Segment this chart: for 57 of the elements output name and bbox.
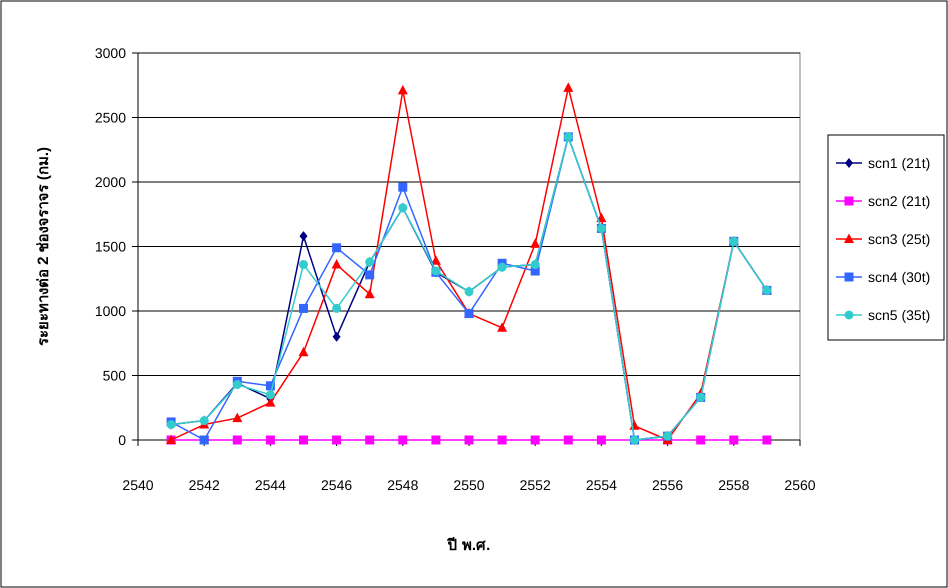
point: [299, 260, 308, 270]
point: [298, 346, 308, 356]
point: [464, 436, 474, 444]
y-tick-label: 0: [118, 432, 126, 448]
point: [364, 288, 375, 298]
point: [365, 270, 374, 280]
point: [266, 390, 275, 400]
legend-label: scn4 (30t): [868, 269, 930, 285]
x-tick-label: 2556: [652, 477, 684, 493]
y-tick-label: 3000: [94, 45, 126, 61]
point: [332, 436, 342, 444]
point: [299, 436, 308, 444]
y-axis-title: ระยะทางต่อ 2 ช่องจราจร (กม.): [35, 146, 52, 346]
y-tick-label: 2000: [94, 174, 126, 190]
point: [497, 322, 508, 332]
x-tick-label: 2548: [387, 477, 419, 493]
point: [498, 436, 507, 444]
point: [300, 231, 308, 242]
x-tick-label: 2544: [254, 477, 286, 493]
point: [563, 82, 574, 92]
y-tick-label: 2500: [94, 110, 126, 126]
legend-label: scn3 (25t): [868, 231, 930, 247]
point: [266, 436, 275, 444]
point: [530, 238, 540, 248]
x-tick-label: 2552: [520, 477, 551, 493]
x-tick-label: 2542: [188, 477, 220, 493]
point: [398, 436, 408, 444]
x-tick-label: 2546: [321, 477, 352, 493]
point: [431, 436, 440, 444]
point: [332, 259, 342, 269]
legend-label: scn5 (35t): [868, 307, 930, 323]
point: [332, 304, 342, 313]
point: [232, 436, 242, 444]
legend-label: scn1 (21t): [868, 155, 930, 171]
point: [365, 436, 374, 444]
y-tick-label: 1500: [94, 238, 126, 254]
x-tick-label: 2554: [586, 477, 618, 493]
point: [530, 436, 540, 444]
x-axis-title: ปี พ.ศ.: [446, 537, 490, 554]
point: [299, 304, 308, 313]
point: [398, 84, 408, 94]
x-tick-label: 2540: [122, 477, 154, 493]
x-tick-label: 2550: [453, 477, 485, 493]
y-tick-label: 500: [102, 368, 126, 384]
point: [332, 332, 341, 342]
point: [762, 436, 772, 444]
x-tick-label: 2558: [718, 477, 750, 493]
x-tick-label: 2560: [784, 477, 816, 493]
point: [564, 436, 573, 444]
point: [332, 243, 342, 252]
point: [232, 412, 242, 422]
point: [696, 436, 706, 444]
point: [596, 436, 606, 444]
y-tick-label: 1000: [94, 303, 126, 319]
legend-label: scn2 (21t): [868, 193, 930, 209]
point: [398, 182, 408, 192]
point: [729, 436, 738, 444]
